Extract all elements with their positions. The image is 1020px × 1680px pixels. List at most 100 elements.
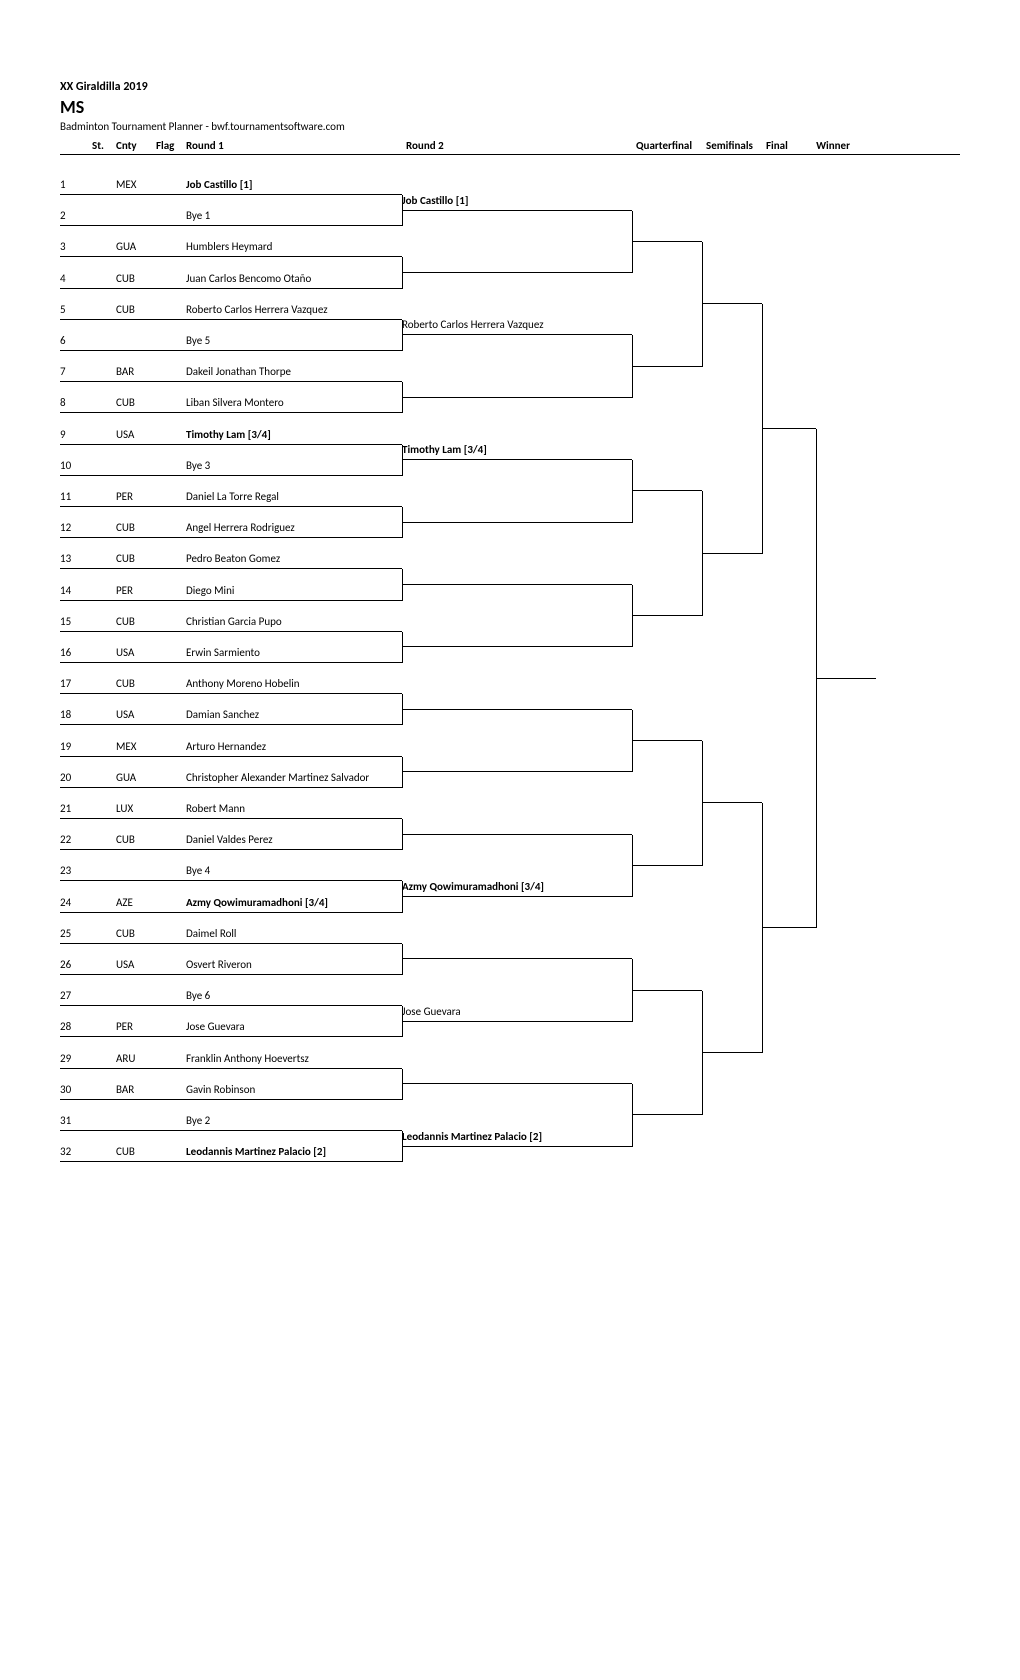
seed-number: 16: [60, 647, 92, 663]
seed-name: Daniel La Torre Regal: [186, 491, 402, 507]
advance-name: Roberto Carlos Herrera Vazquez: [402, 319, 632, 335]
seed-country: CUB: [116, 678, 156, 694]
seed-number: 11: [60, 491, 92, 507]
seed-name: Osvert Riveron: [186, 959, 402, 975]
seed-flag: [156, 772, 186, 788]
seed-country: PER: [116, 1021, 156, 1037]
seed-status: [92, 616, 116, 632]
advance-slot: [632, 475, 702, 491]
seed-country: CUB: [116, 616, 156, 632]
advance-slot: [762, 912, 816, 928]
advance-slot: [702, 787, 762, 803]
seed-status: [92, 772, 116, 788]
seed-status: [92, 678, 116, 694]
seed-name: Franklin Anthony Hoevertsz: [186, 1053, 402, 1069]
seed-flag: [156, 678, 186, 694]
seed-status: [92, 803, 116, 819]
column-header-row: St. Cnty Flag Round 1 Round 2 Quarterfin…: [60, 137, 960, 155]
seed-status: [92, 553, 116, 569]
seed-number: 12: [60, 522, 92, 538]
seed-country: LUX: [116, 803, 156, 819]
seed-country: AZE: [116, 897, 156, 913]
seed-name: Diego Mini: [186, 585, 402, 601]
seed-number: 31: [60, 1115, 92, 1131]
advance-slot: [632, 1099, 702, 1115]
seed-status: [92, 990, 116, 1006]
seed-number: 22: [60, 834, 92, 850]
seed-name: Timothy Lam [3/4]: [186, 429, 402, 445]
bracket-canvas: 1MEXJob Castillo [1]2Bye 13GUAHumblers H…: [60, 159, 960, 1209]
seed-name: Bye 1: [186, 210, 402, 226]
seed-country: [116, 210, 156, 226]
seed-name: Roberto Carlos Herrera Vazquez: [186, 304, 402, 320]
advance-name: [402, 569, 632, 585]
seed-status: [92, 429, 116, 445]
seed-country: CUB: [116, 273, 156, 289]
seed-status: [92, 1146, 116, 1162]
seed-number: 26: [60, 959, 92, 975]
seed-flag: [156, 553, 186, 569]
seed-flag: [156, 241, 186, 257]
seed-number: 30: [60, 1084, 92, 1100]
seed-status: [92, 1084, 116, 1100]
seed-country: GUA: [116, 772, 156, 788]
tournament-title: XX Giraldilla 2019: [60, 80, 960, 94]
seed-country: [116, 990, 156, 1006]
advance-name: [402, 1068, 632, 1084]
seed-number: 14: [60, 585, 92, 601]
seed-country: [116, 335, 156, 351]
advance-slot: [632, 600, 702, 616]
seed-flag: [156, 491, 186, 507]
advance-slot: [632, 226, 702, 242]
seed-number: 4: [60, 273, 92, 289]
seed-name: Anthony Moreno Hobelin: [186, 678, 402, 694]
seed-country: PER: [116, 491, 156, 507]
seed-name: Juan Carlos Bencomo Otaño: [186, 273, 402, 289]
seed-status: [92, 522, 116, 538]
seed-flag: [156, 304, 186, 320]
seed-country: ARU: [116, 1053, 156, 1069]
seed-country: [116, 1115, 156, 1131]
advance-name: Jose Guevara: [402, 1006, 632, 1022]
seed-country: [116, 460, 156, 476]
seed-status: [92, 834, 116, 850]
seed-name: Arturo Hernandez: [186, 741, 402, 757]
planner-subtitle: Badminton Tournament Planner - bwf.tourn…: [60, 120, 960, 133]
seed-number: 23: [60, 865, 92, 881]
seed-flag: [156, 335, 186, 351]
seed-number: 17: [60, 678, 92, 694]
seed-flag: [156, 429, 186, 445]
seed-flag: [156, 897, 186, 913]
seed-status: [92, 335, 116, 351]
seed-number: 1: [60, 179, 92, 195]
seed-number: 3: [60, 241, 92, 257]
col-flag: Flag: [156, 139, 186, 152]
seed-number: 2: [60, 210, 92, 226]
col-r2: Round 2: [406, 139, 636, 152]
seed-name: Jose Guevara: [186, 1021, 402, 1037]
seed-country: GUA: [116, 241, 156, 257]
seed-name: Christian Garcia Pupo: [186, 616, 402, 632]
seed-number: 5: [60, 304, 92, 320]
col-qf: Quarterfinal: [636, 139, 706, 152]
advance-name: [402, 819, 632, 835]
seed-name: Daniel Valdes Perez: [186, 834, 402, 850]
advance-name: Timothy Lam [3/4]: [402, 444, 632, 460]
seed-status: [92, 741, 116, 757]
seed-country: USA: [116, 959, 156, 975]
seed-flag: [156, 1021, 186, 1037]
seed-flag: [156, 865, 186, 881]
seed-status: [92, 865, 116, 881]
advance-slot: [632, 975, 702, 991]
advance-slot: [632, 725, 702, 741]
seed-flag: [156, 522, 186, 538]
advance-name: Job Castillo [1]: [402, 195, 632, 211]
seed-country: CUB: [116, 928, 156, 944]
seed-number: 6: [60, 335, 92, 351]
seed-name: Gavin Robinson: [186, 1084, 402, 1100]
advance-name: [402, 756, 632, 772]
seed-number: 8: [60, 397, 92, 413]
advance-slot: [632, 351, 702, 367]
seed-status: [92, 1053, 116, 1069]
seed-name: Erwin Sarmiento: [186, 647, 402, 663]
